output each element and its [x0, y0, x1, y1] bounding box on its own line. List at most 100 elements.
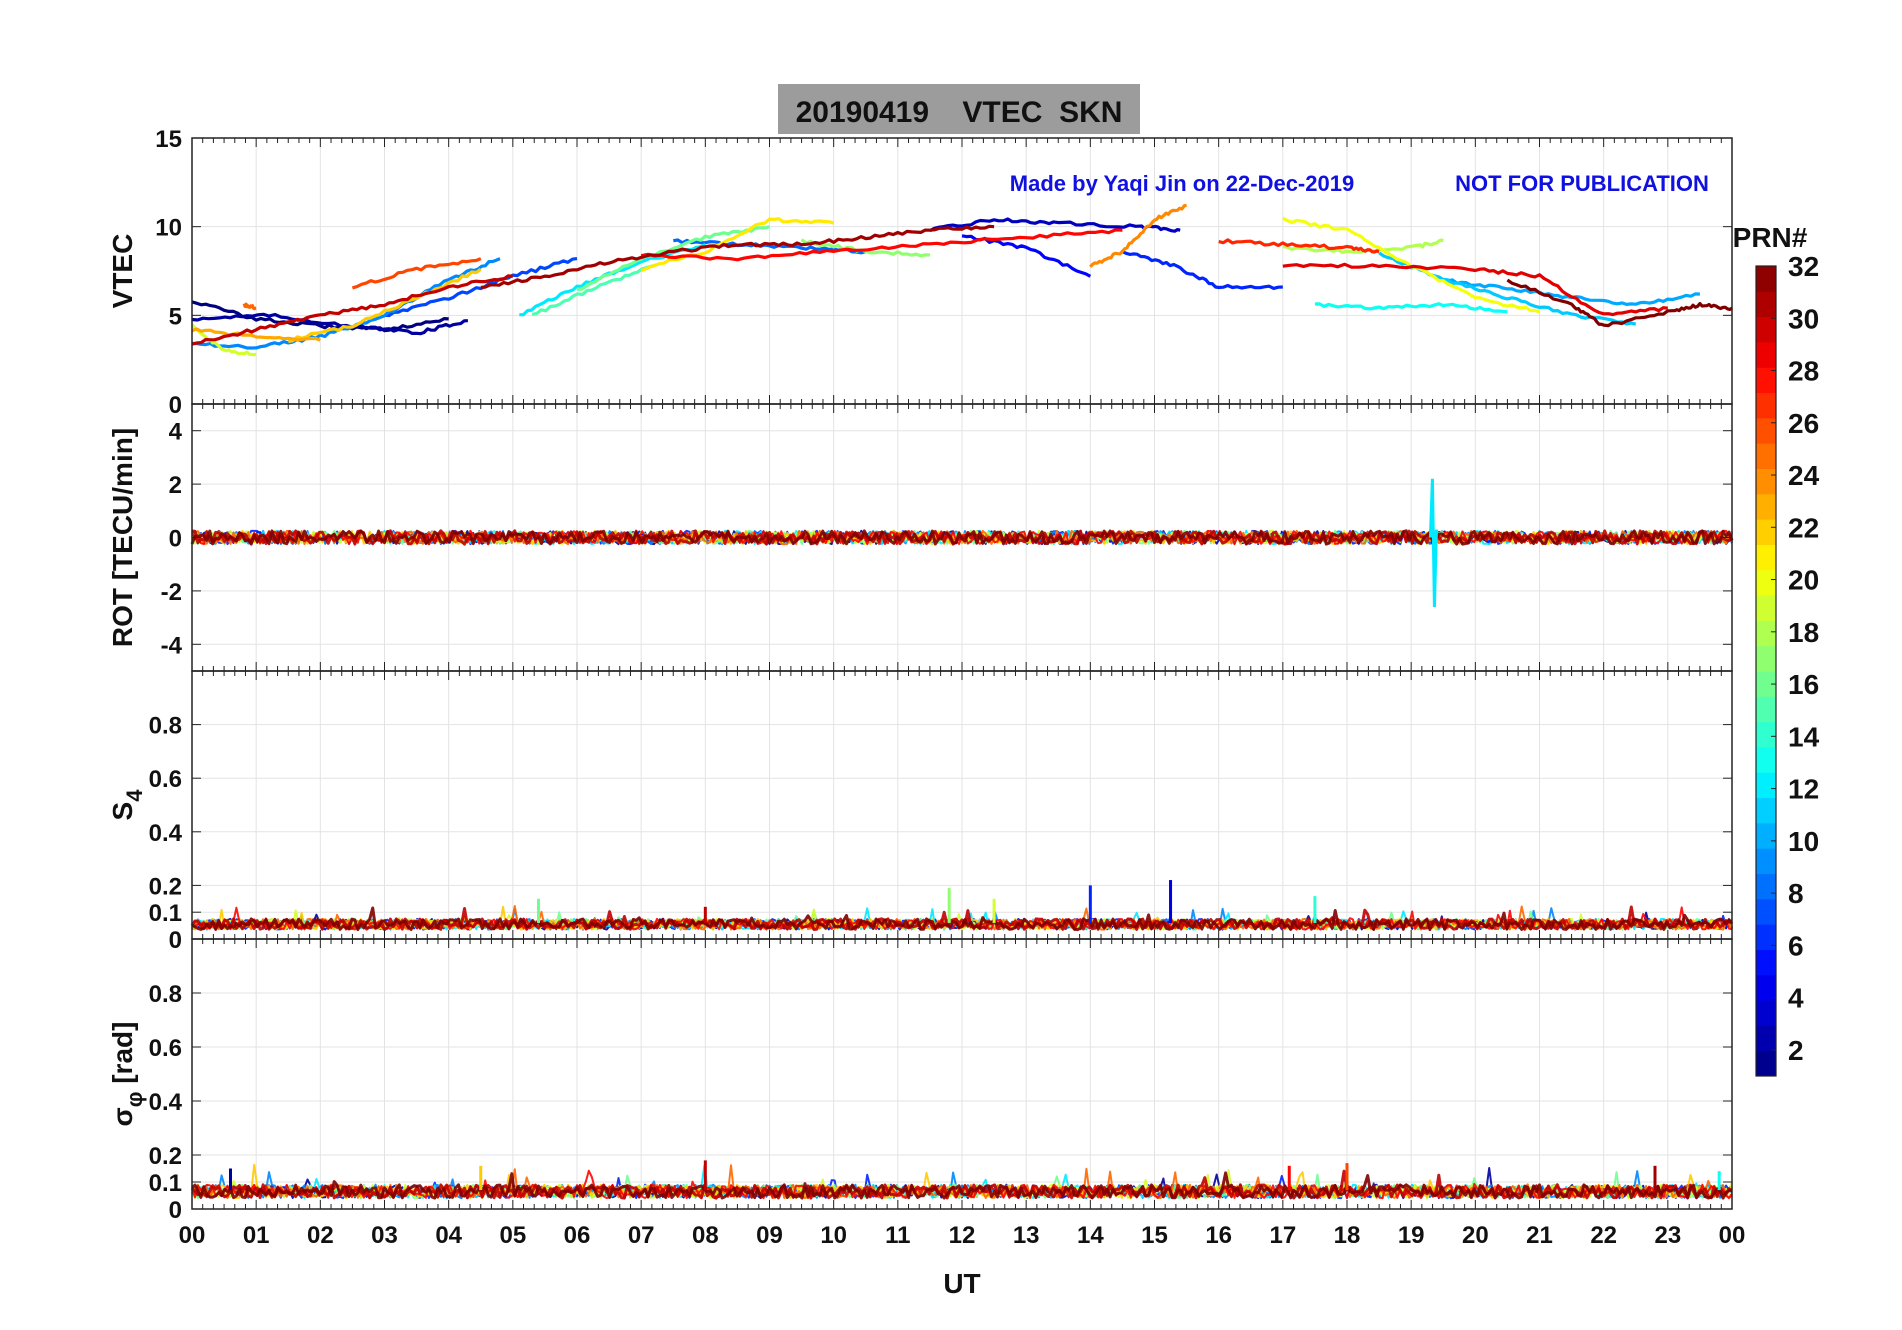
colorbar-band: [1756, 848, 1776, 874]
colorbar-label: PRN#: [1733, 222, 1808, 253]
colorbar-band: [1756, 291, 1776, 318]
colorbar-band: [1756, 620, 1776, 647]
colorbar-band: [1756, 772, 1776, 799]
colorbar-tick-label: 32: [1788, 251, 1819, 282]
colorbar-band: [1756, 367, 1776, 394]
vtec-series-prn-6: [1121, 250, 1283, 290]
y-tick-label: 0: [169, 1197, 182, 1224]
panel-vtec: 0 5 10 15 VTEC: [107, 126, 1733, 419]
x-tick-label: 00: [179, 1222, 206, 1249]
colorbar-band: [1756, 493, 1776, 520]
y-axis-label: VTEC: [107, 234, 138, 309]
chart-title: 20190419 VTEC SKN: [796, 96, 1123, 129]
y-tick-label: 0.1: [149, 900, 182, 927]
x-tick-label: 08: [692, 1222, 719, 1249]
panel-s4-data: [190, 880, 1734, 932]
y-axis-label: ROT [TECU/min]: [107, 428, 138, 647]
y-tick-label: 0.8: [149, 713, 182, 740]
y-tick-label: 0.8: [149, 981, 182, 1008]
y-tick-label: -4: [161, 632, 183, 659]
colorbar-band: [1756, 266, 1776, 292]
x-tick-label: 15: [1141, 1222, 1168, 1249]
vtec-series-prn-16: [576, 225, 770, 291]
y-tick-label: 10: [155, 215, 182, 242]
vtec-series-prn-3: [929, 217, 1181, 233]
colorbar-tick-label: 10: [1788, 826, 1819, 857]
y-tick-label: 0: [169, 526, 182, 553]
chart-title-box: 20190419 VTEC SKN: [778, 84, 1140, 134]
x-tick-label: 11: [885, 1222, 910, 1249]
x-tick-label: 16: [1205, 1222, 1232, 1249]
colorbar-band: [1756, 341, 1776, 368]
x-tick-label: 17: [1269, 1222, 1296, 1249]
x-tick-label: 01: [243, 1222, 270, 1249]
vtec-series-prn-32: [1506, 278, 1733, 328]
y-tick-label: 4: [169, 419, 183, 446]
colorbar-band: [1756, 1000, 1776, 1026]
colorbar-band: [1756, 797, 1776, 824]
colorbar-band: [1756, 595, 1776, 621]
colorbar-band: [1756, 924, 1776, 950]
vtec-series-prn-1: [191, 300, 449, 333]
x-tick-label: 09: [756, 1222, 783, 1249]
y-axis-label-subscript: 4: [122, 789, 147, 802]
x-axis-label: UT: [943, 1268, 980, 1299]
colorbar-band: [1756, 721, 1776, 748]
colorbar-tick-label: 20: [1788, 565, 1819, 596]
colorbar-tick-label: 4: [1788, 983, 1804, 1014]
y-tick-label: 0.4: [149, 1089, 183, 1116]
y-tick-label: 0.4: [149, 820, 183, 847]
colorbar-band: [1756, 746, 1776, 773]
noise-series-prn-32: [190, 529, 1734, 546]
y-axis-label-suffix: [rad]: [107, 1022, 138, 1092]
colorbar-band: [1756, 392, 1776, 419]
colorbar-tick-label: 2: [1788, 1035, 1804, 1066]
vtec-series-prn-25: [242, 302, 257, 311]
x-tick-label: 07: [628, 1222, 655, 1249]
colorbar-band: [1756, 417, 1776, 444]
chart-title-background: [778, 84, 1140, 134]
panel-sigphi: 00.10.2 0.4 0.6 0.8σφ [rad]: [107, 938, 1733, 1224]
colorbar-band: [1756, 822, 1776, 849]
vtec-series-prn-31: [480, 224, 995, 289]
y-axis-label: S4: [107, 789, 147, 821]
vtec-series-prn-30: [191, 274, 513, 346]
x-tick-label: 03: [371, 1222, 398, 1249]
vtec-series-prn-8: [673, 238, 867, 255]
colorbar-band: [1756, 544, 1776, 571]
colorbar-tick-label: 16: [1788, 669, 1819, 700]
y-tick-label: 0: [169, 392, 182, 419]
colorbar-band: [1756, 873, 1776, 900]
x-tick-label: 20: [1462, 1222, 1489, 1249]
chart-credit: Made by Yaqi Jin on 22-Dec-2019: [1010, 171, 1354, 196]
y-tick-label: 0.6: [149, 1035, 182, 1062]
panel-sigphi-data: [190, 1160, 1733, 1200]
colorbar-tick-label: 12: [1788, 774, 1819, 805]
x-tick-label: 13: [1013, 1222, 1040, 1249]
vtec-series-prn-28: [640, 228, 1123, 262]
colorbar-tick-label: 8: [1788, 878, 1804, 909]
colorbar-tick-label: 24: [1788, 460, 1820, 491]
x-tick-label: 10: [820, 1222, 847, 1249]
colorbar-tick-label: 22: [1788, 512, 1819, 543]
vtec-series-prn-13: [1314, 302, 1508, 314]
watermark-notice: NOT FOR PUBLICATION: [1455, 171, 1709, 196]
y-tick-label: 2: [169, 472, 182, 499]
colorbar-band: [1756, 519, 1776, 545]
colorbar-band: [1756, 443, 1776, 469]
colorbar-tick-label: 6: [1788, 930, 1804, 961]
x-tick-label: 04: [435, 1222, 462, 1249]
x-tick-label: 00: [1719, 1222, 1746, 1249]
x-tick-label: 06: [564, 1222, 591, 1249]
y-tick-label: 0.2: [149, 873, 182, 900]
y-tick-label: 5: [169, 303, 182, 330]
y-tick-label: 0: [169, 927, 182, 954]
x-tick-label: 23: [1654, 1222, 1681, 1249]
x-tick-label: 22: [1590, 1222, 1617, 1249]
vtec-series-prn-18: [1282, 238, 1444, 254]
y-tick-label: 0.6: [149, 766, 182, 793]
colorbar-tick-label: 18: [1788, 617, 1819, 648]
